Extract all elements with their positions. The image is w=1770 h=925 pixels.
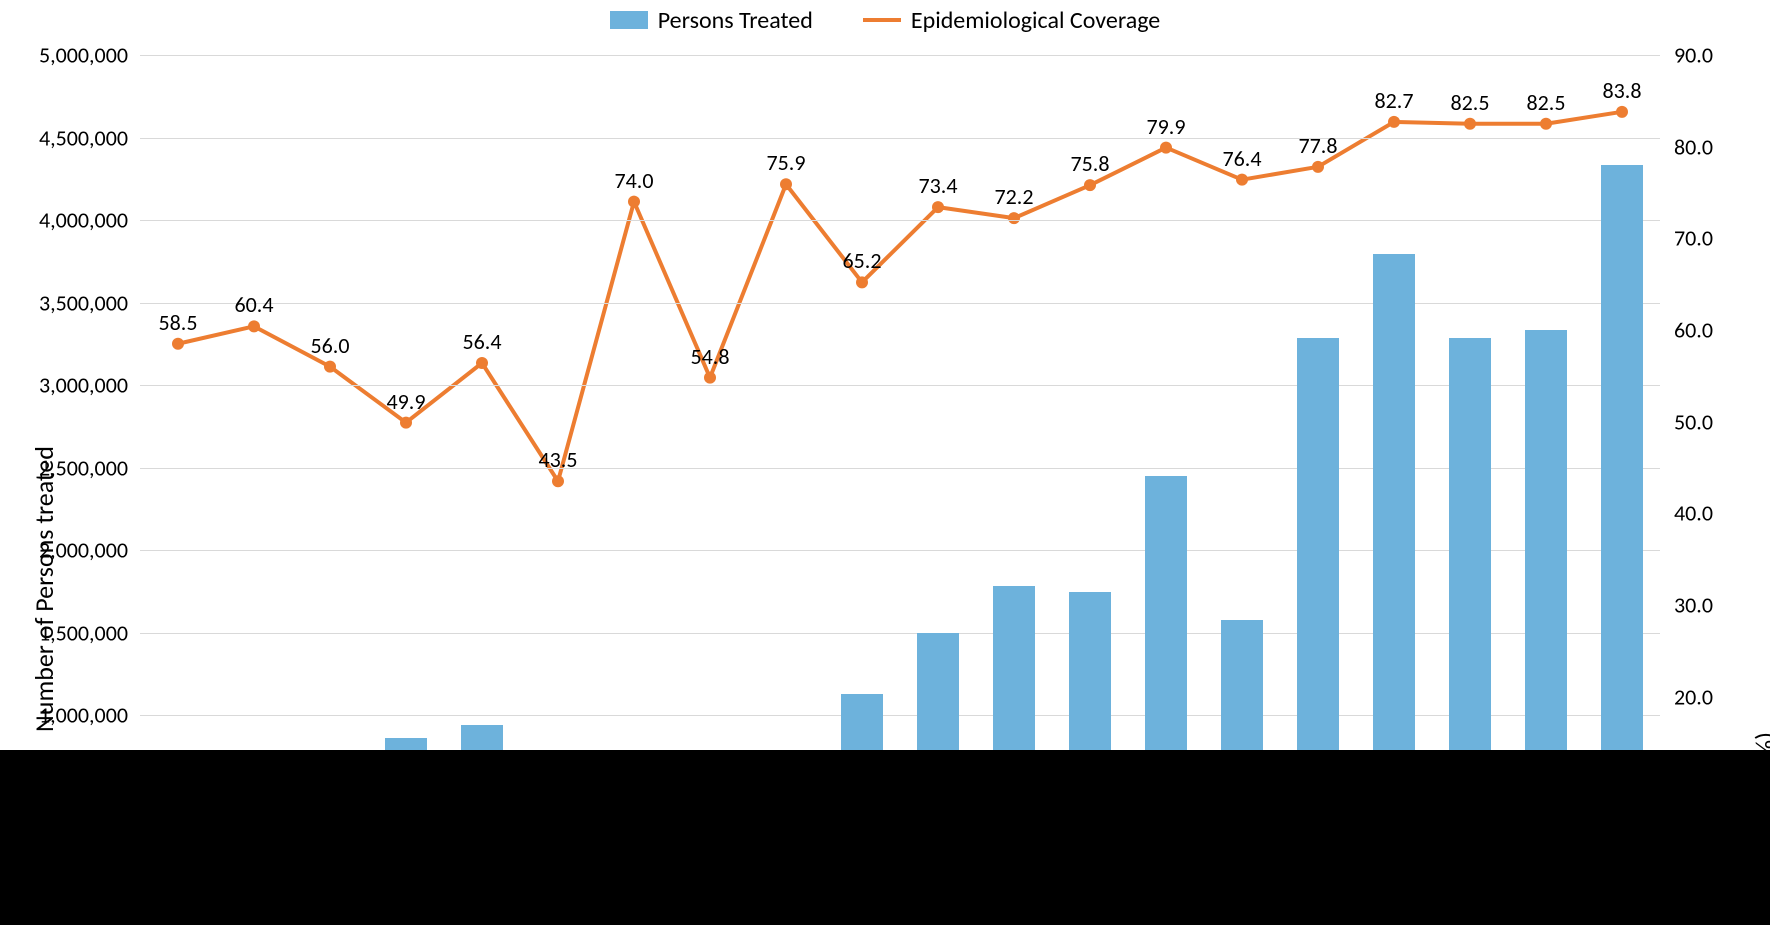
chart-legend: Persons Treated Epidemiological Coverage bbox=[0, 0, 1770, 40]
coverage-value-label: 56.4 bbox=[462, 328, 501, 355]
coverage-marker bbox=[1540, 118, 1552, 130]
coverage-value-label: 76.4 bbox=[1222, 145, 1261, 172]
y1-tick-label: 3,000,000 bbox=[39, 372, 140, 399]
coverage-marker bbox=[1616, 106, 1628, 118]
coverage-marker bbox=[780, 178, 792, 190]
y1-tick-label: 1,000,000 bbox=[39, 702, 140, 729]
coverage-value-label: 60.4 bbox=[234, 291, 273, 318]
coverage-marker bbox=[628, 196, 640, 208]
coverage-marker bbox=[932, 201, 944, 213]
legend-swatch-line bbox=[863, 18, 901, 22]
bottom-mask bbox=[0, 750, 1770, 925]
coverage-value-label: 75.9 bbox=[766, 149, 805, 176]
gridline bbox=[140, 138, 1660, 139]
coverage-marker bbox=[1388, 116, 1400, 128]
coverage-value-label: 72.2 bbox=[994, 183, 1033, 210]
y2-tick-label: 20.0 bbox=[1660, 683, 1713, 710]
y2-tick-label: 60.0 bbox=[1660, 317, 1713, 344]
coverage-marker bbox=[1312, 161, 1324, 173]
coverage-value-label: 77.8 bbox=[1298, 132, 1337, 159]
gridline bbox=[140, 550, 1660, 551]
coverage-marker bbox=[1236, 174, 1248, 186]
y1-axis-title: Number of Persons treated bbox=[28, 446, 60, 732]
gridline bbox=[140, 385, 1660, 386]
y2-tick-label: 30.0 bbox=[1660, 592, 1713, 619]
y2-tick-label: 70.0 bbox=[1660, 225, 1713, 252]
y2-tick-label: 80.0 bbox=[1660, 133, 1713, 160]
coverage-marker bbox=[324, 361, 336, 373]
coverage-value-label: 54.8 bbox=[690, 343, 729, 370]
legend-bar-label: Persons Treated bbox=[658, 6, 813, 35]
coverage-marker bbox=[400, 417, 412, 429]
gridline bbox=[140, 468, 1660, 469]
chart-root: Persons Treated Epidemiological Coverage… bbox=[0, 0, 1770, 925]
coverage-marker bbox=[248, 320, 260, 332]
y2-tick-label: 40.0 bbox=[1660, 500, 1713, 527]
legend-item-bars: Persons Treated bbox=[610, 6, 813, 35]
coverage-value-label: 73.4 bbox=[918, 172, 957, 199]
legend-line-label: Epidemiological Coverage bbox=[911, 6, 1160, 35]
y1-tick-label: 4,500,000 bbox=[39, 124, 140, 151]
coverage-value-label: 83.8 bbox=[1602, 77, 1641, 104]
y1-tick-label: 3,500,000 bbox=[39, 289, 140, 316]
y1-tick-label: 1,500,000 bbox=[39, 619, 140, 646]
y1-tick-label: 4,000,000 bbox=[39, 207, 140, 234]
gridline bbox=[140, 303, 1660, 304]
coverage-value-label: 74.0 bbox=[614, 167, 653, 194]
coverage-marker bbox=[704, 372, 716, 384]
legend-item-line: Epidemiological Coverage bbox=[863, 6, 1160, 35]
coverage-value-label: 79.9 bbox=[1146, 112, 1185, 139]
coverage-marker bbox=[1160, 142, 1172, 154]
coverage-value-label: 82.7 bbox=[1374, 87, 1413, 114]
gridline bbox=[140, 715, 1660, 716]
y2-tick-label: 90.0 bbox=[1660, 42, 1713, 69]
coverage-marker bbox=[476, 357, 488, 369]
gridline bbox=[140, 633, 1660, 634]
coverage-marker bbox=[1084, 179, 1096, 191]
y1-tick-label: 2,000,000 bbox=[39, 537, 140, 564]
legend-swatch-bar bbox=[610, 11, 648, 29]
gridline bbox=[140, 220, 1660, 221]
coverage-marker bbox=[552, 475, 564, 487]
coverage-marker bbox=[1464, 118, 1476, 130]
coverage-marker bbox=[856, 276, 868, 288]
y1-tick-label: 5,000,000 bbox=[39, 42, 140, 69]
coverage-value-label: 56.0 bbox=[310, 332, 349, 359]
y2-tick-label: 50.0 bbox=[1660, 408, 1713, 435]
y1-tick-label: 2,500,000 bbox=[39, 454, 140, 481]
coverage-marker bbox=[172, 338, 184, 350]
coverage-value-label: 58.5 bbox=[158, 309, 197, 336]
gridline bbox=[140, 55, 1660, 56]
coverage-value-label: 75.8 bbox=[1070, 150, 1109, 177]
coverage-marker bbox=[1008, 212, 1020, 224]
coverage-value-label: 82.5 bbox=[1450, 89, 1489, 116]
coverage-value-label: 43.5 bbox=[538, 446, 577, 473]
coverage-value-label: 65.2 bbox=[842, 247, 881, 274]
coverage-value-label: 49.9 bbox=[386, 387, 425, 414]
coverage-value-label: 82.5 bbox=[1526, 89, 1565, 116]
